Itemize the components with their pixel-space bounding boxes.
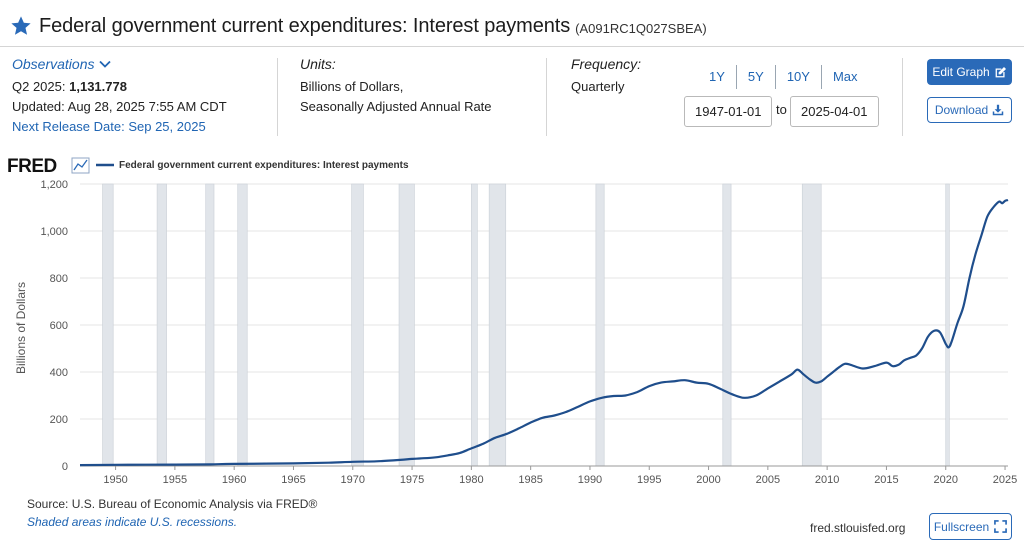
x-tick-label: 1960	[222, 474, 246, 486]
recession-band	[488, 183, 507, 467]
latest-observation: Q2 2025: 1,131.778	[12, 79, 267, 94]
recession-band	[205, 183, 215, 467]
recession-band	[801, 183, 822, 467]
x-tick-label: 1950	[103, 474, 127, 486]
observations-label: Observations	[12, 56, 95, 72]
divider	[735, 65, 737, 89]
fullscreen-label: Fullscreen	[933, 519, 990, 534]
site-url: fred.stlouisfed.org	[810, 521, 906, 535]
date-range-buttons: 1Y 5Y 10Y Max	[698, 65, 869, 89]
x-tick-label: 1970	[341, 474, 365, 486]
fred-logo: FRED	[7, 156, 57, 177]
fullscreen-button[interactable]: Fullscreen	[929, 513, 1012, 540]
recession-band	[398, 183, 415, 467]
divider	[546, 58, 547, 136]
latest-value: 1,131.778	[69, 79, 127, 94]
frequency-value: Quarterly	[571, 79, 625, 94]
range-10y-button[interactable]: 10Y	[786, 69, 810, 84]
x-tick-label: 2020	[933, 474, 957, 486]
y-tick-label: 800	[50, 273, 68, 285]
y-tick-label: 1,200	[40, 179, 68, 191]
x-tick-label: 1985	[518, 474, 542, 486]
recession-band	[722, 183, 732, 467]
y-tick-label: 0	[62, 461, 68, 473]
x-axis-ticks: 1950 1955 1960 1965 1970 1975 1980 1985 1990 1995…	[103, 466, 1017, 486]
download-button[interactable]: Download	[927, 97, 1012, 123]
recession-band	[945, 183, 950, 467]
range-1y-button[interactable]: 1Y	[709, 69, 725, 84]
y-tick-label: 400	[50, 367, 68, 379]
edit-graph-button[interactable]: Edit Graph	[927, 59, 1012, 85]
fred-logo-icon	[71, 157, 90, 174]
x-tick-label: 1995	[637, 474, 661, 486]
recession-band	[471, 183, 478, 467]
start-date-input[interactable]: 1947-01-01	[684, 96, 772, 127]
divider	[902, 58, 903, 136]
units-line-2: Seasonally Adjusted Annual Rate	[300, 99, 492, 114]
x-tick-label: 1975	[400, 474, 424, 486]
page-title: Federal government current expenditures:…	[39, 14, 571, 37]
header-divider	[0, 46, 1024, 47]
chart: FRED Federal government current expendit…	[7, 156, 1017, 486]
star-icon[interactable]	[10, 15, 32, 37]
source-note: Source: U.S. Bureau of Economic Analysis…	[27, 497, 318, 511]
recession-band	[351, 183, 364, 467]
frequency-label: Frequency:	[571, 56, 642, 72]
end-date-input[interactable]: 2025-04-01	[790, 96, 879, 127]
download-label: Download	[934, 103, 989, 117]
updated-timestamp: Updated: Aug 28, 2025 7:55 AM CDT	[12, 99, 227, 114]
series-line	[79, 198, 1009, 467]
x-tick-label: 2005	[756, 474, 780, 486]
y-tick-label: 200	[50, 414, 68, 426]
x-tick-label: 2010	[815, 474, 839, 486]
legend-label: Federal government current expenditures:…	[119, 160, 409, 171]
recession-band	[156, 183, 167, 467]
recession-band	[595, 183, 605, 467]
frequency-panel: Frequency: Quarterly	[571, 56, 671, 95]
divider	[820, 65, 822, 89]
divider	[774, 65, 776, 89]
units-line-1: Billions of Dollars,	[300, 79, 404, 94]
x-tick-label: 1955	[163, 474, 187, 486]
edit-icon	[995, 66, 1006, 77]
y-tick-label: 600	[50, 320, 68, 332]
y-axis-label: Billions of Dollars	[14, 282, 28, 374]
y-axis-ticks: 0 200 400 600 800 1,000 1,200	[40, 179, 68, 473]
edit-graph-label: Edit Graph	[932, 65, 990, 79]
download-icon	[992, 104, 1004, 116]
y-tick-label: 1,000	[40, 226, 68, 238]
units-label: Units:	[300, 56, 336, 72]
chevron-down-icon	[99, 60, 112, 68]
x-tick-label: 1965	[281, 474, 305, 486]
units-panel: Units: Billions of Dollars, Seasonally A…	[300, 56, 530, 115]
x-tick-label: 1980	[459, 474, 483, 486]
units-value: Billions of Dollars, Seasonally Adjusted…	[300, 78, 530, 115]
range-max-button[interactable]: Max	[832, 69, 858, 84]
series-id: (A091RC1Q027SBEA)	[575, 20, 707, 36]
to-label: to	[776, 102, 787, 117]
x-tick-label: 2015	[874, 474, 898, 486]
latest-period: Q2 2025:	[12, 79, 66, 94]
divider	[277, 58, 278, 136]
title-row: Federal government current expenditures:…	[10, 12, 707, 40]
observations-panel: Observations Q2 2025: 1,131.778 Updated:…	[12, 56, 267, 134]
range-5y-button[interactable]: 5Y	[747, 69, 764, 84]
x-tick-label: 2000	[696, 474, 720, 486]
x-tick-label: 1990	[578, 474, 602, 486]
x-tick-label: 2025	[993, 474, 1017, 486]
recession-note-link[interactable]: Shaded areas indicate U.S. recessions.	[27, 515, 238, 529]
recession-band	[237, 183, 248, 467]
grid	[80, 183, 1008, 420]
recession-band	[102, 183, 114, 467]
observations-dropdown[interactable]: Observations	[12, 56, 112, 72]
next-release-link[interactable]: Next Release Date: Sep 25, 2025	[12, 119, 206, 134]
fullscreen-icon	[994, 520, 1008, 533]
